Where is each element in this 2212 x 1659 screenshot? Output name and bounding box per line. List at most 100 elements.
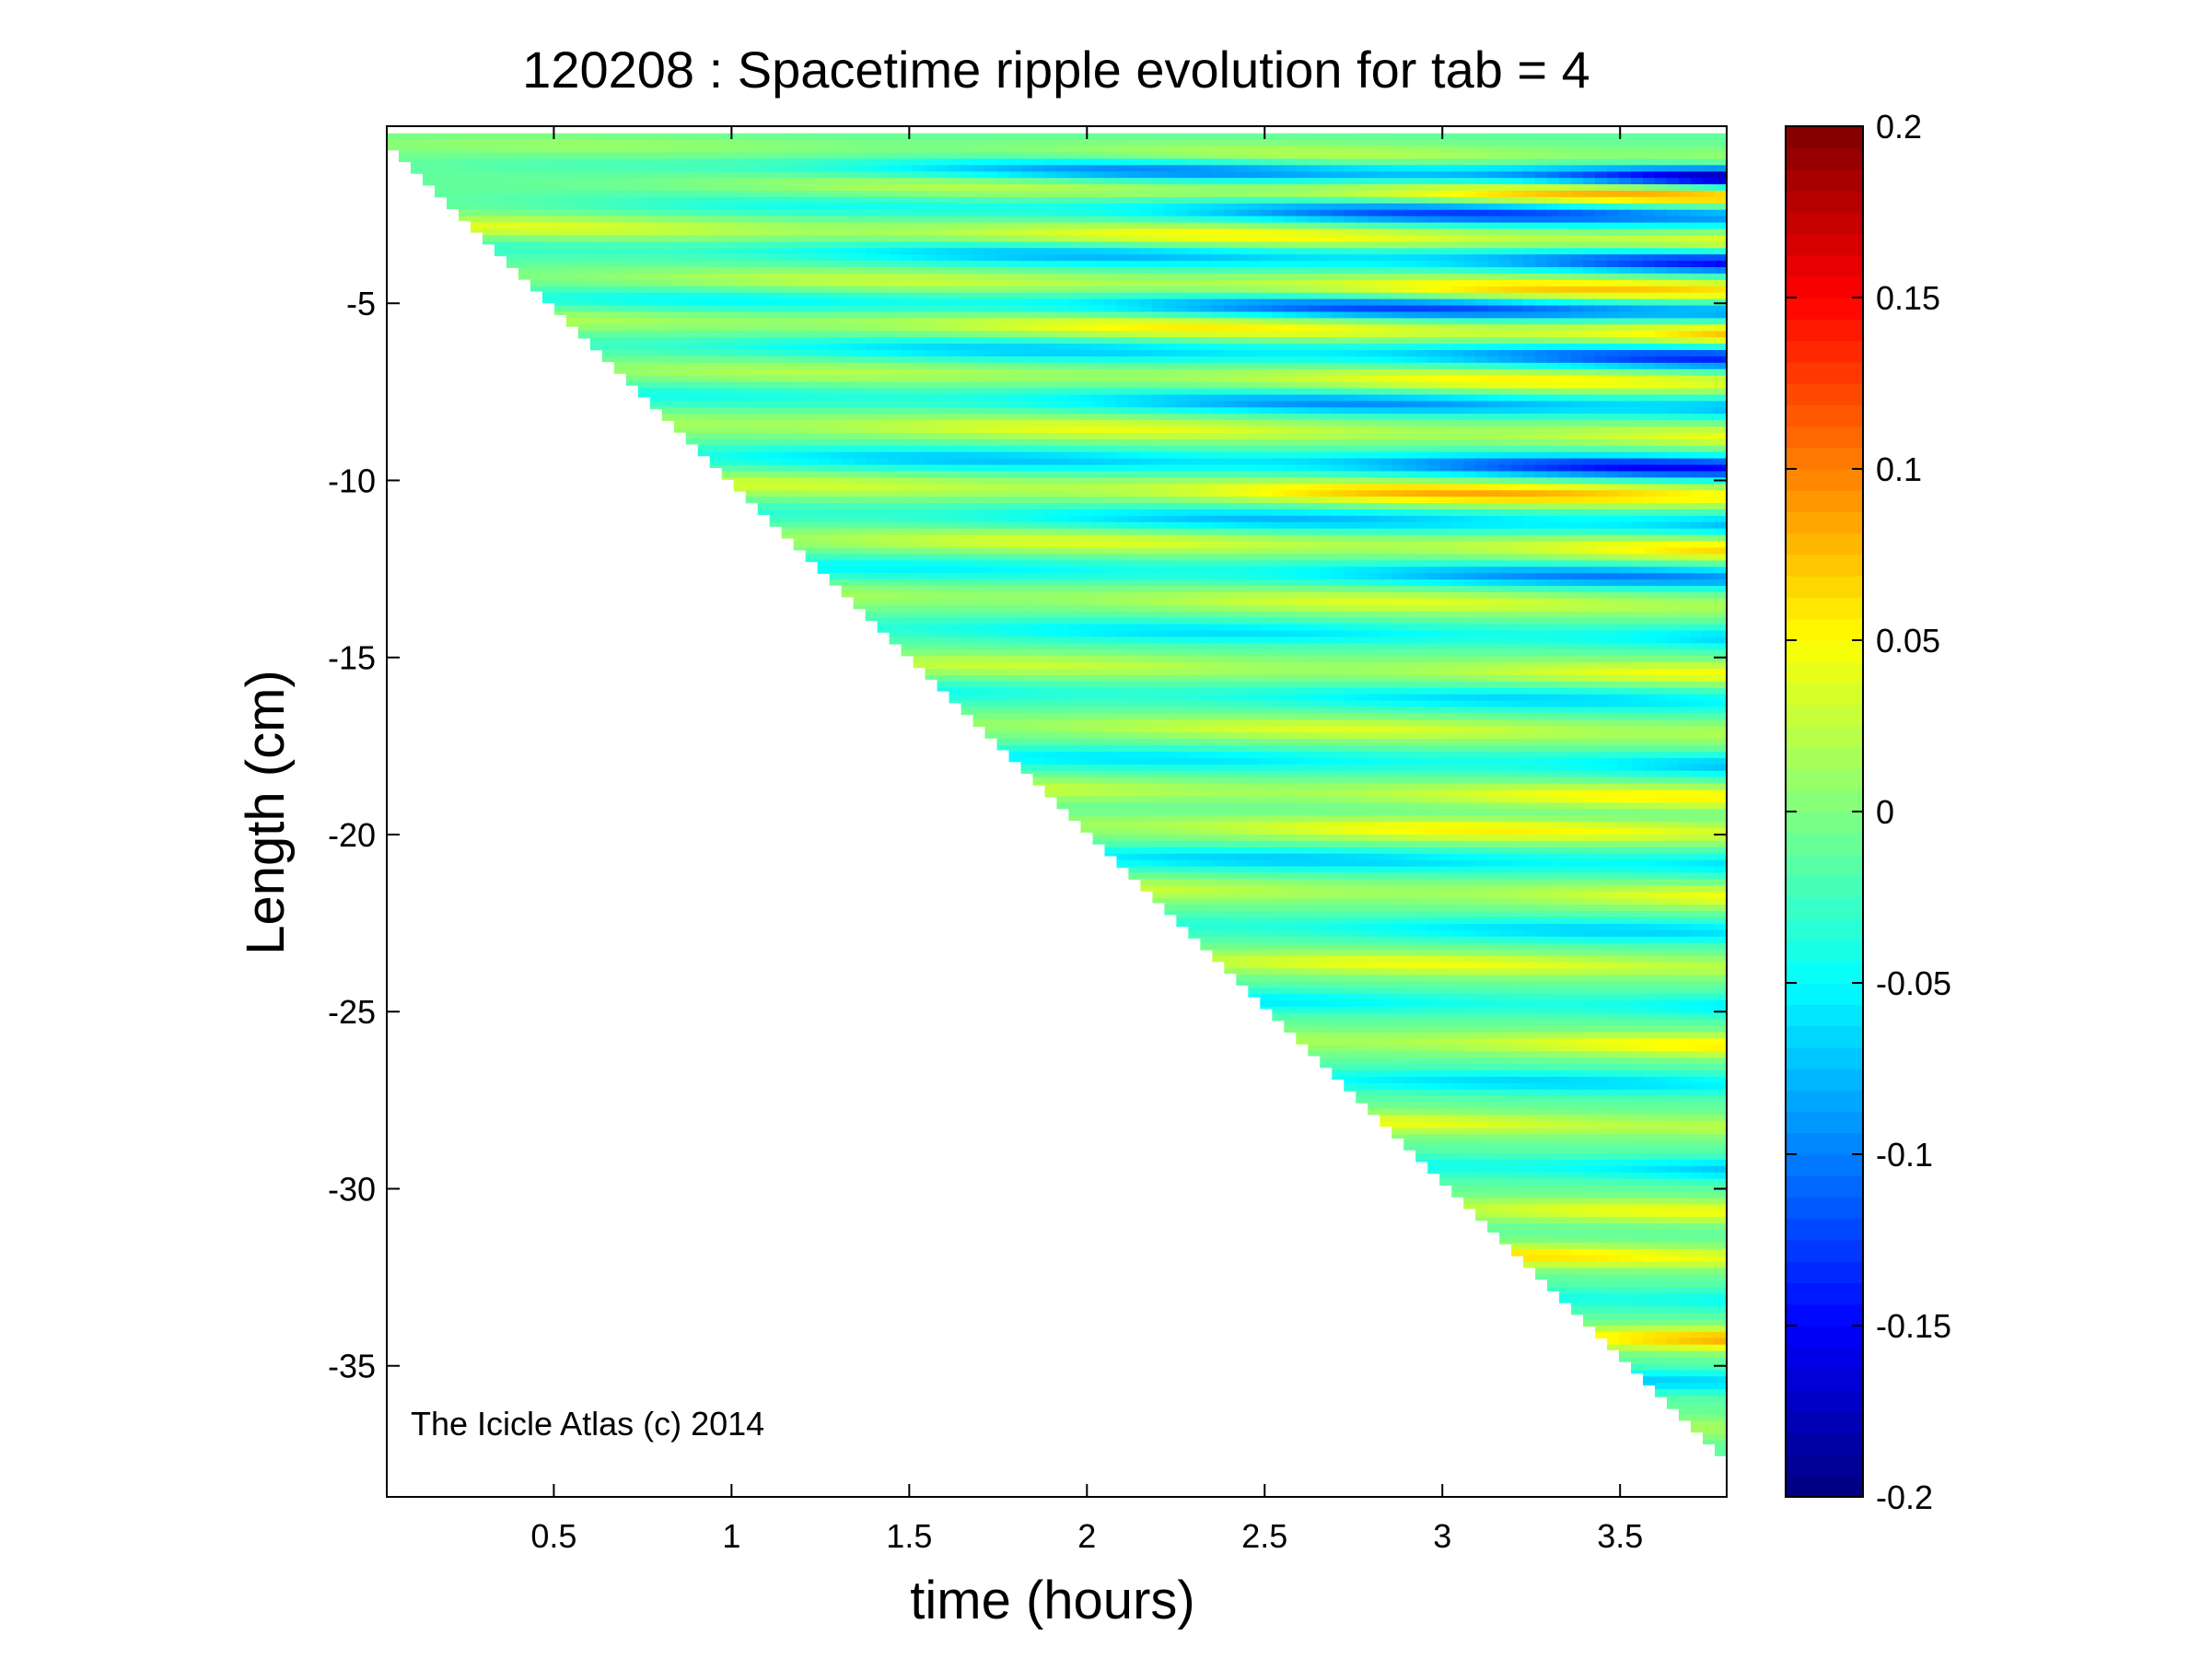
- heatmap-cell: [817, 261, 831, 268]
- heatmap-cell: [972, 368, 986, 377]
- heatmap-cell: [972, 611, 986, 619]
- heatmap-cell: [1116, 534, 1130, 543]
- heatmap-cell: [541, 279, 555, 287]
- heatmap-cell: [649, 375, 663, 383]
- heatmap-cell: [1188, 822, 1201, 829]
- heatmap-cell: [601, 158, 615, 166]
- heatmap-cell: [506, 254, 519, 262]
- heatmap-cell: [1224, 802, 1237, 810]
- heatmap-cell: [661, 267, 675, 275]
- heatmap-cell: [1032, 178, 1046, 185]
- heatmap-cell: [913, 573, 926, 580]
- heatmap-cell: [877, 521, 891, 530]
- heatmap-cell: [1008, 471, 1022, 479]
- heatmap-cell: [984, 662, 998, 670]
- heatmap-cell: [865, 279, 879, 287]
- heatmap-cell: [1140, 222, 1154, 230]
- heatmap-cell: [1020, 757, 1034, 765]
- heatmap-cell: [1152, 847, 1166, 855]
- heatmap-cell: [1068, 420, 1082, 427]
- heatmap-cell: [1152, 783, 1166, 791]
- heatmap-cell: [865, 414, 879, 421]
- heatmap-cell: [1008, 203, 1022, 211]
- heatmap-cell: [470, 190, 483, 198]
- heatmap-cell: [1092, 228, 1106, 237]
- heatmap-cell: [1200, 713, 1213, 721]
- heatmap-cell: [949, 318, 962, 325]
- heatmap-cell: [1176, 388, 1189, 396]
- heatmap-cell: [1188, 745, 1201, 753]
- heatmap-cell: [817, 178, 831, 185]
- heatmap-cell: [1008, 171, 1022, 179]
- heatmap-cell: [949, 209, 962, 217]
- heatmap-cell: [1092, 381, 1106, 390]
- heatmap-cell: [1044, 248, 1058, 255]
- heatmap-cell: [1164, 802, 1178, 810]
- heatmap-cell: [889, 318, 902, 325]
- heatmap-cell: [1152, 484, 1166, 491]
- heatmap-cell: [685, 407, 699, 415]
- heatmap-cell: [1116, 745, 1130, 753]
- heatmap-cell: [613, 331, 627, 338]
- heatmap-cell: [745, 497, 759, 504]
- heatmap-cell: [709, 133, 723, 141]
- heatmap-cell: [1092, 662, 1106, 670]
- heatmap-cell: [1164, 445, 1178, 453]
- heatmap-cell: [1164, 497, 1178, 504]
- heatmap-cell: [1164, 752, 1178, 759]
- heatmap-cell: [1056, 719, 1070, 727]
- heatmap-cell: [853, 171, 867, 179]
- heatmap-cell: [1200, 560, 1213, 567]
- heatmap-cell: [1188, 298, 1201, 307]
- heatmap-cell: [841, 438, 855, 447]
- heatmap-cell: [1128, 381, 1142, 390]
- heatmap-cell: [1020, 273, 1034, 281]
- heatmap-cell: [1176, 203, 1189, 211]
- heatmap-cell: [1092, 611, 1106, 619]
- heatmap-cell: [1152, 853, 1166, 861]
- heatmap-cell: [901, 560, 914, 567]
- heatmap-cell: [1248, 261, 1261, 268]
- heatmap-cell: [661, 165, 675, 172]
- heatmap-cell: [805, 477, 819, 485]
- heatmap-cell: [901, 445, 914, 453]
- heatmap-cell: [925, 662, 938, 670]
- heatmap-cell: [817, 547, 831, 555]
- heatmap-cell: [829, 528, 843, 536]
- heatmap-cell: [625, 203, 639, 211]
- heatmap-cell: [996, 503, 1010, 510]
- heatmap-cell: [1116, 586, 1130, 593]
- heatmap-cell: [649, 298, 663, 307]
- heatmap-cell: [625, 158, 639, 166]
- heatmap-cell: [1092, 796, 1106, 803]
- heatmap-cell: [1248, 318, 1261, 325]
- heatmap-cell: [1236, 292, 1249, 300]
- heatmap-cell: [1236, 298, 1249, 307]
- heatmap-cell: [649, 286, 663, 294]
- heatmap-cell: [1008, 586, 1022, 593]
- heatmap-cell: [613, 222, 627, 230]
- heatmap-cell: [1224, 917, 1237, 925]
- heatmap-cell: [1248, 451, 1261, 460]
- heatmap-cell: [1152, 350, 1166, 357]
- heatmap-cell: [853, 547, 867, 555]
- heatmap-cell: [829, 254, 843, 262]
- heatmap-cell: [458, 171, 472, 179]
- heatmap-cell: [1068, 401, 1082, 408]
- heatmap-cell: [1056, 611, 1070, 619]
- heatmap-cell: [1236, 362, 1249, 370]
- heatmap-cell: [553, 254, 567, 262]
- heatmap-cell: [1152, 713, 1166, 721]
- heatmap-cell: [1092, 203, 1106, 211]
- heatmap-cell: [1080, 783, 1094, 791]
- heatmap-cell: [1140, 853, 1154, 861]
- heatmap-cell: [1104, 426, 1118, 434]
- heatmap-cell: [625, 311, 639, 319]
- heatmap-cell: [387, 139, 400, 147]
- heatmap-cell: [1236, 892, 1249, 899]
- heatmap-cell: [937, 484, 950, 491]
- heatmap-cell: [1008, 254, 1022, 262]
- heatmap-cell: [1128, 573, 1142, 580]
- heatmap-cell: [925, 286, 938, 294]
- heatmap-cell: [1212, 490, 1225, 497]
